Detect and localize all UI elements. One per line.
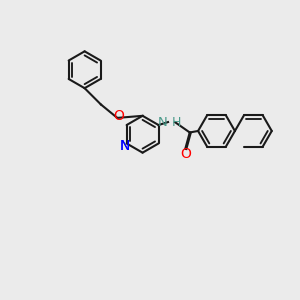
Text: N: N [120, 140, 130, 153]
Text: O: O [180, 147, 191, 161]
Text: N: N [120, 140, 130, 153]
Text: N: N [158, 116, 168, 129]
Text: H: H [172, 116, 181, 129]
Text: O: O [113, 110, 124, 123]
